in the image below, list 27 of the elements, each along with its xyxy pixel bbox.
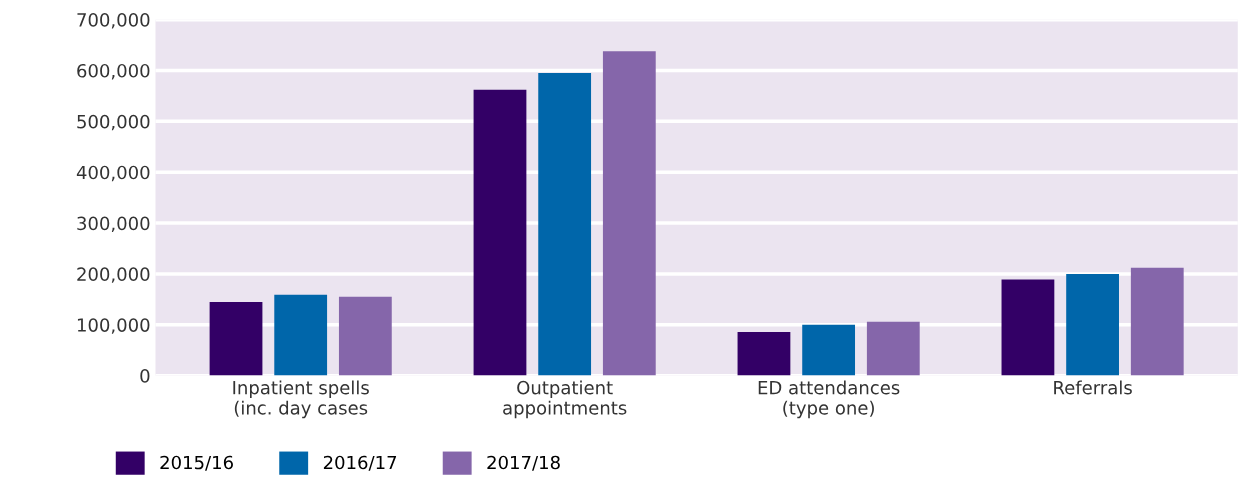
bar <box>802 324 856 376</box>
x-tick-label: Inpatient spells (inc. day cases <box>233 380 369 419</box>
bar <box>209 301 263 376</box>
y-tick-label: 600,000 <box>77 63 150 80</box>
y-tick-label: 700,000 <box>77 13 150 29</box>
bar <box>274 294 328 376</box>
y-tick-label: 500,000 <box>77 114 150 131</box>
y-tick-label: 100,000 <box>77 318 150 334</box>
bar <box>538 73 592 376</box>
x-tick-label: Outpatient appointments <box>503 380 627 419</box>
x-tick-label: Referrals <box>1054 380 1132 395</box>
legend-label: 2016/17 <box>323 455 397 471</box>
y-tick-label: 300,000 <box>77 216 150 233</box>
x-tick-label: ED attendances (type one) <box>758 380 900 419</box>
bar <box>1130 267 1184 376</box>
bar <box>473 89 527 376</box>
bar <box>602 51 656 376</box>
bar <box>866 321 920 376</box>
y-tick-label: 0 <box>140 369 150 383</box>
bar <box>1066 273 1119 376</box>
bar <box>1001 279 1055 376</box>
y-tick-label: 200,000 <box>77 267 150 283</box>
bar <box>737 331 791 376</box>
legend-label: 2017/18 <box>487 455 560 471</box>
legend-label: 2015/16 <box>160 455 233 471</box>
y-tick-label: 400,000 <box>76 165 150 182</box>
bar <box>338 296 392 376</box>
